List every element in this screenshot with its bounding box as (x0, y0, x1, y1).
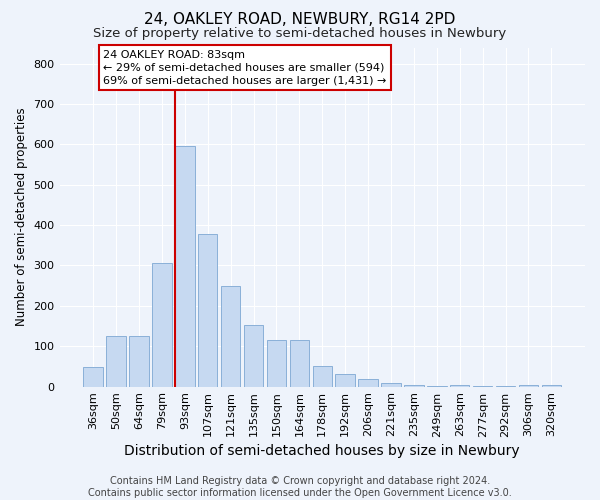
Bar (152, 264, 172, 386)
Bar (404, 384, 424, 386)
Bar (83, 367, 103, 386)
Text: Size of property relative to semi-detached houses in Newbury: Size of property relative to semi-detach… (94, 28, 506, 40)
Bar (129, 336, 149, 386)
Bar (221, 286, 241, 386)
Bar (198, 234, 217, 386)
Text: 24, OAKLEY ROAD, NEWBURY, RG14 2PD: 24, OAKLEY ROAD, NEWBURY, RG14 2PD (145, 12, 455, 28)
Bar (381, 382, 401, 386)
Bar (519, 384, 538, 386)
Bar (313, 366, 332, 386)
Bar (244, 325, 263, 386)
Bar (335, 374, 355, 386)
Bar (175, 146, 194, 386)
Text: 24 OAKLEY ROAD: 83sqm
← 29% of semi-detached houses are smaller (594)
69% of sem: 24 OAKLEY ROAD: 83sqm ← 29% of semi-deta… (103, 50, 387, 86)
Bar (106, 336, 126, 386)
Text: Contains HM Land Registry data © Crown copyright and database right 2024.
Contai: Contains HM Land Registry data © Crown c… (88, 476, 512, 498)
Bar (290, 340, 309, 386)
X-axis label: Distribution of semi-detached houses by size in Newbury: Distribution of semi-detached houses by … (124, 444, 520, 458)
Y-axis label: Number of semi-detached properties: Number of semi-detached properties (15, 108, 28, 326)
Bar (358, 380, 378, 386)
Bar (267, 340, 286, 386)
